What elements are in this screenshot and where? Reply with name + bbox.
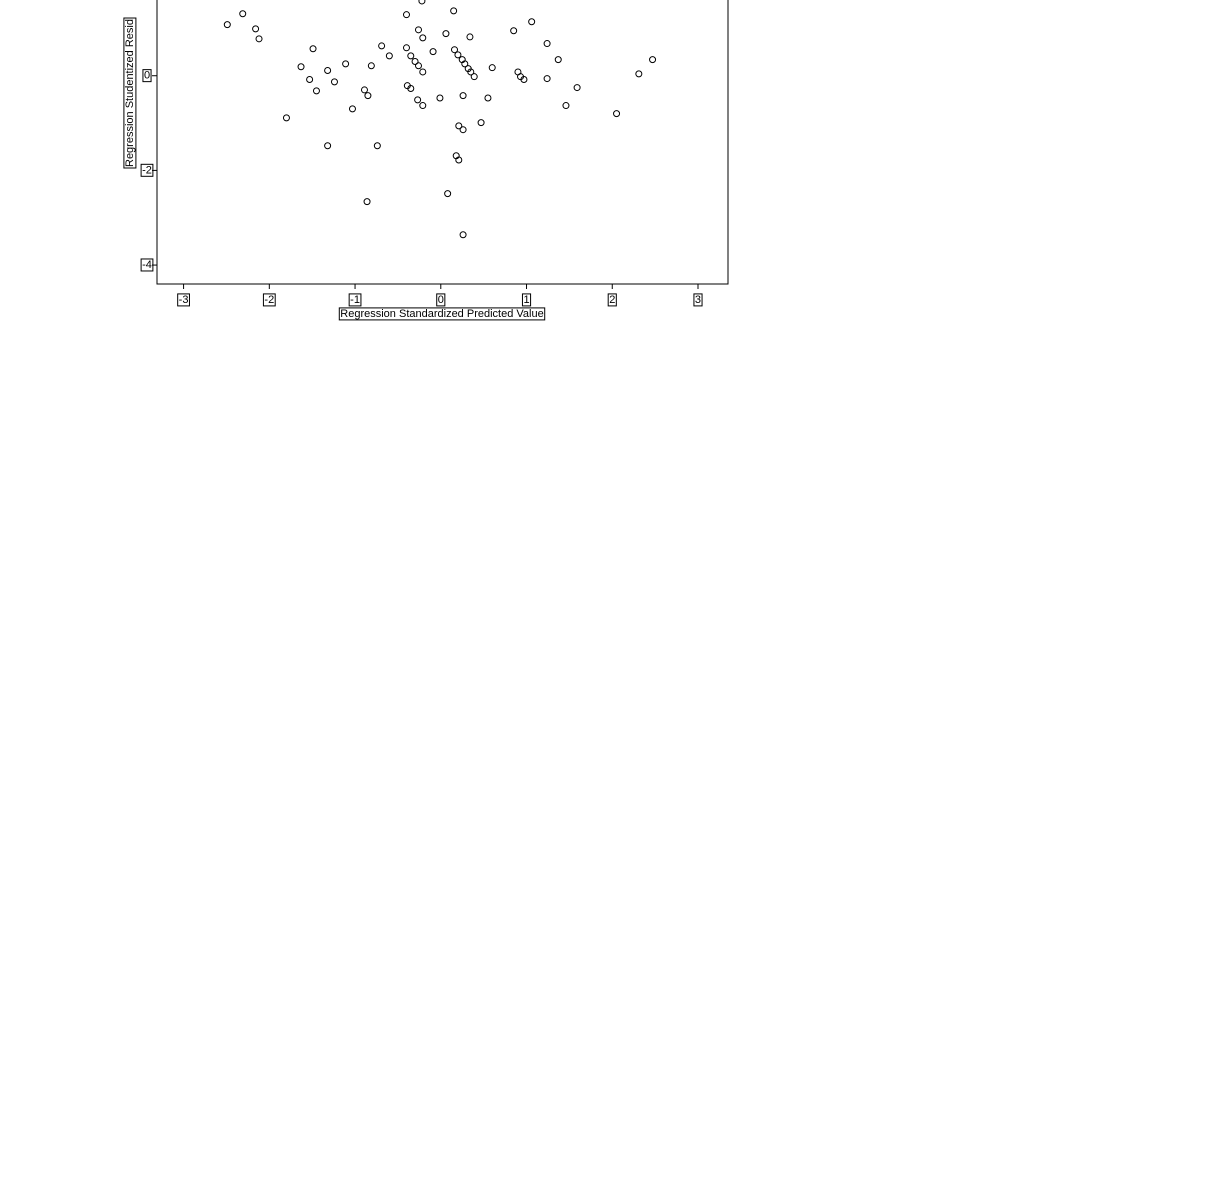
point (420, 35, 426, 41)
chart: Regression Standardized Predicted Value … (0, 0, 1212, 1195)
point (471, 74, 477, 80)
y-axis-label: Regression Studentized Resid (124, 19, 136, 167)
x-tick-label: -2 (264, 294, 274, 306)
point (650, 57, 656, 63)
point (460, 127, 466, 133)
point (298, 64, 304, 70)
point (555, 57, 561, 63)
point (403, 12, 409, 18)
x-axis-label: Regression Standardized Predicted Value (340, 308, 543, 320)
point (313, 88, 319, 94)
point (415, 63, 421, 69)
point (283, 115, 289, 121)
point (460, 232, 466, 238)
point (460, 93, 466, 99)
point (420, 69, 426, 75)
point (485, 95, 491, 101)
y-tick-label: 0 (144, 70, 150, 82)
point (443, 31, 449, 37)
point (574, 85, 580, 91)
point (437, 95, 443, 101)
point (253, 26, 259, 32)
point (325, 143, 331, 149)
point (419, 0, 425, 4)
point (364, 199, 370, 205)
point (224, 22, 230, 28)
x-tick-label: -1 (350, 294, 360, 306)
y-tick-label: -2 (142, 164, 152, 176)
point (349, 106, 355, 112)
point (361, 87, 367, 93)
point (415, 97, 421, 103)
point (415, 27, 421, 33)
point (445, 191, 451, 197)
point (386, 53, 392, 59)
point (544, 41, 550, 47)
point (529, 19, 535, 25)
point (636, 71, 642, 77)
x-tick-label: -3 (179, 294, 189, 306)
point (379, 43, 385, 49)
point (343, 61, 349, 67)
plot-frame (157, 0, 728, 284)
x-tick-label: 0 (438, 294, 444, 306)
x-tick-label: 1 (523, 294, 529, 306)
point (420, 103, 426, 109)
point (325, 68, 331, 74)
point (374, 143, 380, 149)
point (511, 28, 517, 34)
point (368, 63, 374, 69)
point (310, 46, 316, 52)
point (240, 11, 246, 17)
point (256, 36, 262, 42)
x-tick-label: 3 (695, 294, 701, 306)
point (403, 45, 409, 51)
point (307, 77, 313, 83)
point (563, 103, 569, 109)
point (544, 76, 550, 82)
point (430, 49, 436, 55)
point (365, 93, 371, 99)
x-tick-label: 2 (609, 294, 615, 306)
point (451, 8, 457, 14)
point (467, 34, 473, 40)
point (489, 65, 495, 71)
y-tick-label: -4 (142, 259, 152, 271)
point (331, 79, 337, 85)
point (478, 120, 484, 126)
point (614, 111, 620, 117)
point (408, 53, 414, 59)
